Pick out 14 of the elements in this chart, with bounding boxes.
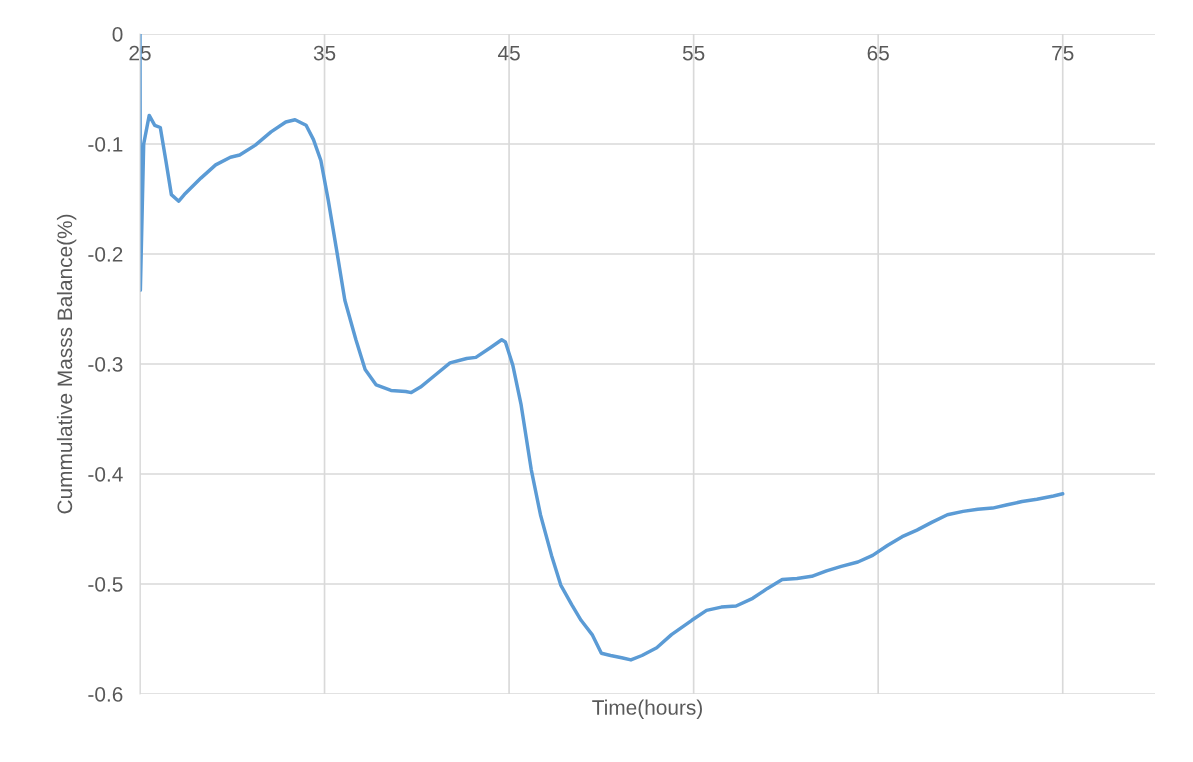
x-tick-label: 65 (867, 45, 889, 61)
y-tick-label: -0.5 (88, 577, 123, 592)
y-tick-label: -0.1 (88, 137, 123, 152)
x-axis-title: Time(hours) (592, 699, 702, 719)
y-tick-label: -0.2 (88, 247, 123, 262)
x-tick-label: 35 (313, 45, 336, 61)
y-tick-label: -0.3 (88, 357, 123, 372)
y-tick-label: -0.4 (88, 467, 123, 482)
x-tick-label: 45 (497, 45, 520, 61)
y-axis-title: Cummulative Masss Balance(%) (56, 214, 77, 514)
y-tick-label: -0.6 (88, 687, 123, 702)
x-tick-label: 55 (682, 45, 705, 61)
x-tick-label: 75 (1052, 45, 1074, 61)
y-tick-label: 0 (112, 27, 123, 42)
